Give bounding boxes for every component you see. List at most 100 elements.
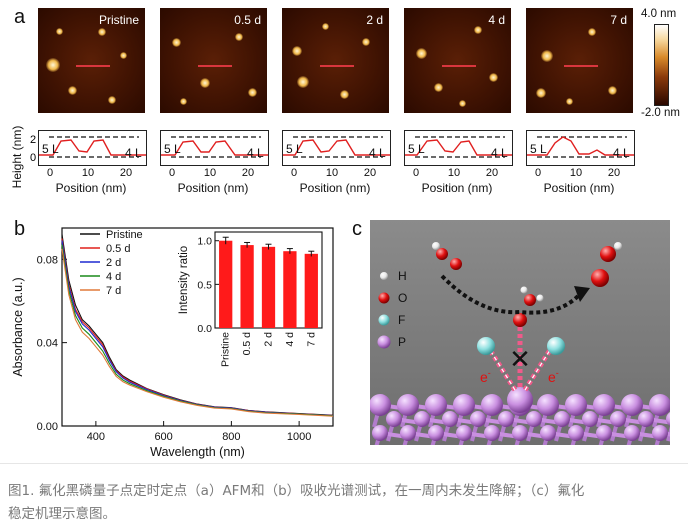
legend-atom-label-f: F <box>398 313 405 327</box>
height-profile-3: 5 L 4 L <box>404 130 513 166</box>
legend-label-4: 7 d <box>106 285 121 297</box>
x-tick-label: 400 <box>87 431 105 443</box>
electron-label-right: e- <box>548 368 559 385</box>
y-tick-label: 0.04 <box>37 338 58 350</box>
legend-label-3: 4 d <box>106 271 121 283</box>
legend-atom-f <box>378 314 390 326</box>
f-atom-left <box>477 337 495 355</box>
profile-curve <box>283 139 390 156</box>
profile-xlabel: Position (nm) <box>543 181 615 195</box>
profile-xtick: 10 <box>325 167 339 179</box>
profile-curve <box>405 139 512 156</box>
p-atom <box>568 425 584 441</box>
profile-ytick-2: 2 <box>30 134 37 146</box>
height-profile-0: 5 L 4 L <box>38 130 147 166</box>
y-axis-label: Absorbance (a.u.) <box>11 277 25 376</box>
profile-xlabel: Position (nm) <box>421 181 493 195</box>
inset-bar-0 <box>219 240 233 328</box>
y-tick-label: 0.00 <box>37 421 58 433</box>
legend-atom-o <box>378 292 390 304</box>
caption-line-1: 图1. 氟化黑磷量子点定时定点（a）AFM和（b）吸收光谱测试，在一周内未发生降… <box>8 483 585 499</box>
absorbance-line-4 <box>61 248 334 417</box>
inset-bar-1 <box>240 245 254 328</box>
caption-divider <box>0 463 688 464</box>
p-atom <box>526 411 542 427</box>
p-atom <box>610 411 626 427</box>
legend-atom-label-p: P <box>398 335 406 349</box>
inset-category-label-3: 4 d <box>284 332 296 347</box>
h-atom <box>520 286 528 294</box>
afm-label-7d: 7 d <box>610 13 627 27</box>
legend-label-0: Pristine <box>106 229 143 241</box>
figure-caption: 图1. 氟化黑磷量子点定时定点（a）AFM和（b）吸收光谱测试，在一周内未发生降… <box>8 480 684 526</box>
electron-arrow-left-core <box>489 349 516 391</box>
inset-category-label-0: Pristine <box>220 332 232 367</box>
profile-xtick: 0 <box>290 167 298 179</box>
p-atom <box>554 411 570 427</box>
absorbance-chart: 400 600 800 1000 0.00 0.04 0.08 Wavelength (nm)… <box>11 227 334 459</box>
inset-y-tick-label: 0.0 <box>197 323 212 335</box>
colorbar <box>654 24 669 106</box>
profile-xtick: 10 <box>447 167 461 179</box>
o-atom <box>450 258 462 270</box>
colorbar-min-label: -2.0 nm <box>641 107 680 119</box>
profile-xtick: 10 <box>81 167 95 179</box>
profile-xtick: 20 <box>241 167 255 179</box>
x-axis-label: Wavelength (nm) <box>150 445 245 459</box>
p-atom <box>596 425 612 441</box>
h-atom <box>536 294 544 302</box>
o-atom-bound <box>513 313 527 327</box>
inset-y-axis-label: Intensity ratio <box>178 246 190 314</box>
panel-b-letter: b <box>14 218 26 240</box>
p-atom <box>470 411 486 427</box>
p-atom <box>386 411 402 427</box>
layer-label-right: 4 L <box>491 146 508 160</box>
layer-label-left: 5 L <box>408 142 425 156</box>
legend-label-2: 2 d <box>106 257 121 269</box>
afm-label-4d: 4 d <box>488 13 505 27</box>
p-atom <box>638 411 654 427</box>
layer-label-left: 5 L <box>42 142 59 156</box>
y-tick-label: 0.08 <box>37 254 58 266</box>
legend-atom-h <box>380 272 388 280</box>
inset-category-label-2: 2 d <box>263 332 275 347</box>
profile-xtick: 10 <box>203 167 217 179</box>
x-tick-label: 1000 <box>287 431 311 443</box>
layer-label-right: 4 L <box>247 146 264 160</box>
reaction-path-arrow <box>440 274 582 315</box>
p-atom <box>666 412 670 426</box>
profile-xtick: 0 <box>46 167 54 179</box>
electron-arrow-right-core <box>524 349 551 391</box>
p-atom <box>582 411 598 427</box>
p-atom <box>540 425 556 441</box>
legend-atom-label-h: H <box>398 269 407 283</box>
profile-xtick: 0 <box>168 167 176 179</box>
layer-label-left: 5 L <box>286 142 303 156</box>
afm-image-7d: 7 d <box>526 8 633 113</box>
afm-image-pristine: Pristine <box>38 8 145 113</box>
profile-xtick: 20 <box>119 167 133 179</box>
profile-xtick: 0 <box>534 167 542 179</box>
p-atom <box>414 411 430 427</box>
profile-xtick: 20 <box>363 167 377 179</box>
p-atom <box>481 394 503 416</box>
profile-xlabel: Position (nm) <box>55 181 127 195</box>
reaction-arrow-head <box>574 286 590 302</box>
o-atom-product <box>600 246 616 262</box>
p-atom <box>652 425 668 441</box>
f-atom-right <box>547 337 565 355</box>
inset-bar-3 <box>283 251 297 328</box>
p-atom <box>498 411 514 427</box>
p-atom <box>397 394 419 416</box>
p-atom <box>453 394 475 416</box>
x-tick-label: 600 <box>154 431 172 443</box>
p-atom <box>484 425 500 441</box>
colorbar-max-label: 4.0 nm <box>641 8 677 20</box>
caption-line-2: 稳定机理示意图。 <box>8 506 116 522</box>
p-atom <box>425 394 447 416</box>
profile-curve <box>39 139 146 156</box>
afm-image-2d: 2 d <box>282 8 389 113</box>
o-atom <box>436 248 448 260</box>
p-atom <box>442 411 458 427</box>
